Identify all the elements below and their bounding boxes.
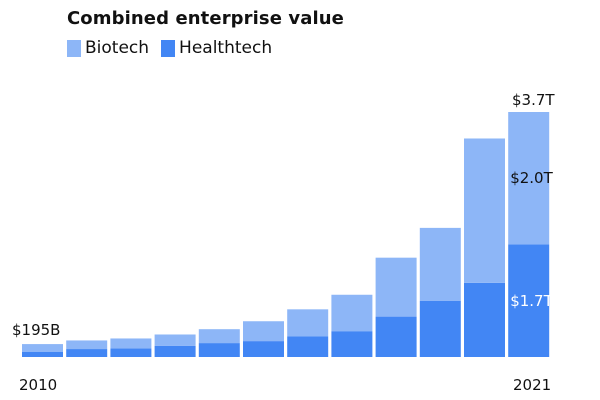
bar-biotech-2012	[110, 338, 152, 349]
legend-label-biotech: Biotech	[85, 38, 150, 58]
bar-healthtech-2012	[110, 348, 152, 357]
bar-healthtech-2016	[287, 336, 329, 357]
legend-item-biotech: Biotech	[67, 38, 149, 58]
bar-biotech-2019	[419, 227, 461, 301]
bars-group	[22, 112, 550, 357]
bar-healthtech-2013	[154, 345, 196, 357]
label-last-biotech: $2.0T	[510, 169, 553, 187]
bar-biotech-2015	[243, 321, 284, 342]
bar-healthtech-2018	[375, 316, 417, 357]
bar-healthtech-2011	[66, 349, 108, 357]
bar-biotech-2017	[331, 294, 373, 332]
bar-healthtech-2019	[419, 300, 461, 357]
bar-biotech-2016	[287, 309, 329, 337]
bar-biotech-2014	[198, 329, 240, 344]
label-first-total: $195B	[12, 321, 60, 339]
legend-swatch-healthtech	[161, 39, 176, 57]
label-last-total: $3.7T	[512, 91, 555, 109]
bar-biotech-2011	[66, 340, 108, 350]
bar-biotech-2010	[22, 344, 63, 352]
bar-healthtech-2015	[243, 341, 284, 357]
bar-biotech-2018	[375, 257, 417, 317]
chart-legend: Biotech Healthtech	[67, 38, 284, 58]
bar-biotech-2021	[508, 112, 550, 245]
legend-label-healthtech: Healthtech	[179, 38, 273, 58]
bar-healthtech-2010	[22, 351, 63, 357]
label-last-healthtech: $1.7T	[510, 292, 553, 310]
bar-biotech-2020	[464, 138, 505, 283]
x-tick-first: 2010	[19, 376, 57, 394]
labels-group: $195B $3.7T $2.0T $1.7T 2010 2021	[12, 91, 555, 394]
bar-healthtech-2021	[508, 244, 550, 357]
bar-healthtech-2017	[331, 331, 373, 357]
bar-biotech-2013	[154, 334, 196, 346]
legend-item-healthtech: Healthtech	[161, 38, 272, 58]
chart-title: Combined enterprise value	[67, 8, 344, 29]
bar-healthtech-2014	[198, 343, 240, 357]
legend-swatch-biotech	[67, 39, 81, 57]
bar-healthtech-2020	[464, 282, 505, 357]
x-tick-last: 2021	[513, 376, 551, 394]
